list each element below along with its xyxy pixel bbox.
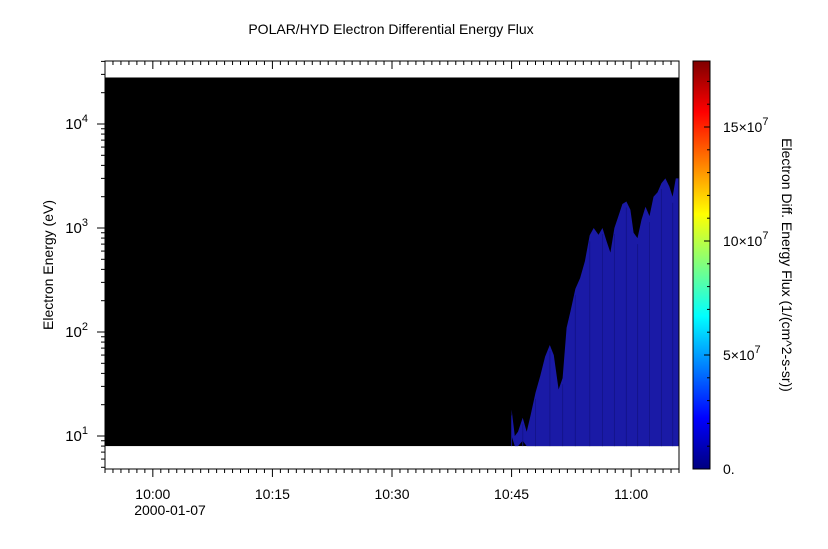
y-tick-label: 102: [65, 321, 88, 341]
y-tick-label: 104: [65, 113, 88, 133]
colorbar-ticks: 0. 5×107 10×107 15×107: [704, 80, 768, 477]
x-tick-label: 11:00: [614, 486, 648, 502]
y-tick-label: 101: [65, 425, 88, 445]
x-tick-label: 10:15: [255, 486, 290, 502]
cb-tick-label: 0.: [723, 461, 735, 477]
flux-layer: [511, 178, 679, 447]
plot-area: [104, 60, 680, 470]
colorbar-label: Electron Diff. Energy Flux (1/(cm^2-s-sr…: [779, 138, 795, 392]
x-tick-label: 10:45: [494, 486, 529, 502]
x-axis-date-label: 2000-01-07: [134, 502, 206, 518]
colorbar: 0. 5×107 10×107 15×107: [692, 60, 768, 477]
cb-tick-label: 15×107: [723, 116, 768, 135]
y-axis: 101 102 103 104: [65, 60, 105, 468]
cb-tick-label: 5×107: [723, 344, 761, 363]
x-tick-label: 10:30: [374, 486, 409, 502]
cb-tick-label: 10×107: [723, 230, 768, 249]
y-tick-label: 103: [65, 217, 88, 237]
chart-title: POLAR/HYD Electron Differential Energy F…: [248, 21, 533, 37]
y-axis-label: Electron Energy (eV): [40, 200, 56, 330]
x-axis: 10:00 10:15 10:30 10:45 11:00: [104, 61, 680, 502]
colorbar-gradient: [692, 60, 711, 470]
x-tick-label: 10:00: [135, 486, 170, 502]
